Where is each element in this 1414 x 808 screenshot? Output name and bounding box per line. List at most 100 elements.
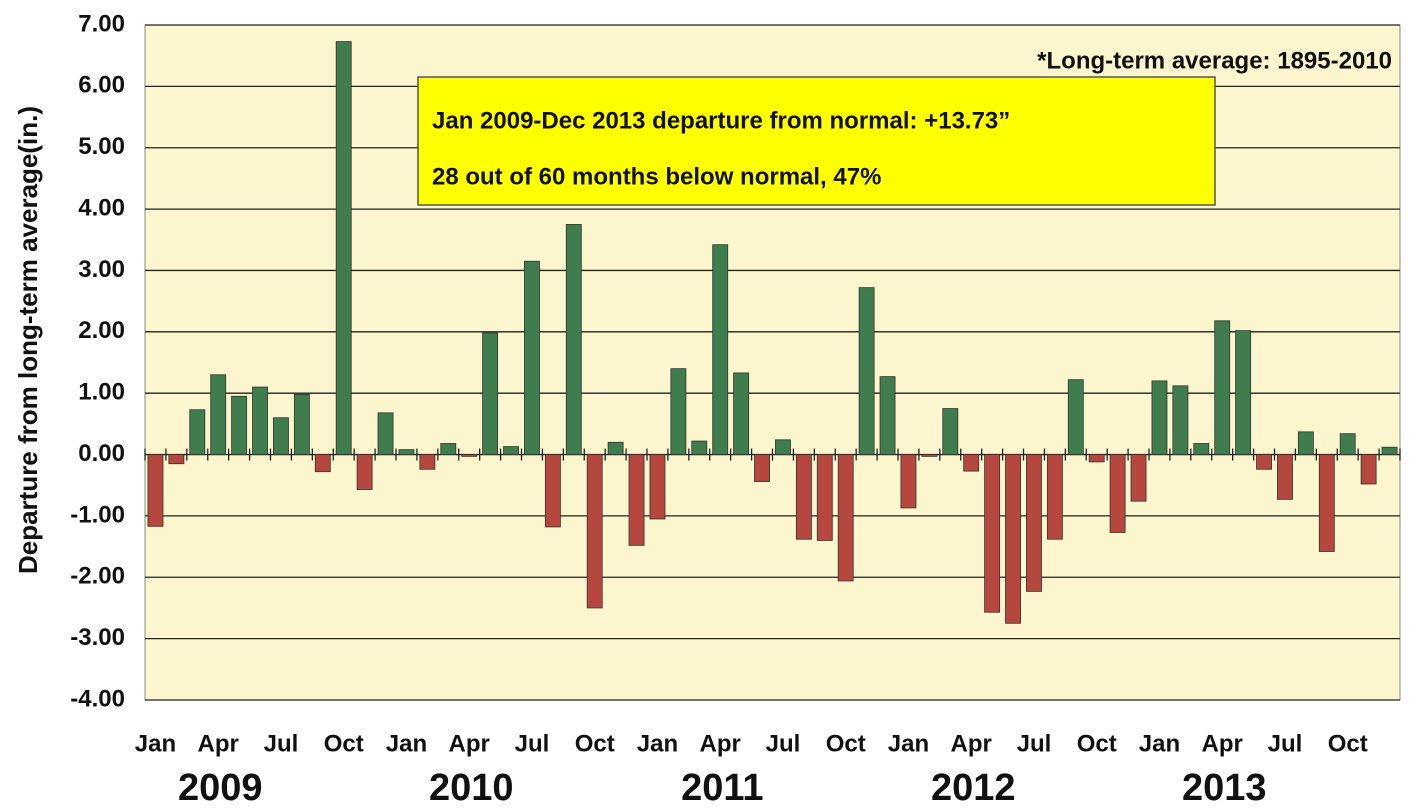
y-tick-label: -4.00: [70, 685, 125, 712]
bar: [1318, 454, 1335, 552]
y-tick-label: 5.00: [78, 133, 125, 160]
bar: [1256, 454, 1272, 470]
bar: [335, 41, 352, 455]
bar: [503, 446, 519, 455]
bar: [1172, 385, 1189, 455]
bar: [984, 454, 1001, 613]
bar: [628, 454, 645, 546]
bar: [586, 454, 603, 609]
bar: [1026, 454, 1042, 592]
x-tick-label: Oct: [1328, 730, 1368, 757]
bar: [482, 332, 499, 455]
bar: [754, 454, 770, 482]
bar: [1109, 454, 1126, 533]
x-tick-label: Jul: [515, 730, 550, 757]
bar: [712, 244, 729, 455]
bar: [1005, 454, 1021, 624]
bar: [607, 441, 624, 455]
y-tick-label: -1.00: [70, 501, 125, 528]
group-label: 2012: [931, 767, 1016, 808]
x-tick-label: Jul: [264, 730, 299, 757]
bar: [231, 395, 248, 455]
bar: [210, 374, 227, 455]
x-tick-label: Apr: [951, 730, 992, 757]
y-tick-label: 3.00: [78, 256, 125, 283]
x-tick-label: Oct: [575, 730, 615, 757]
x-tick-label: Apr: [449, 730, 490, 757]
bar: [273, 417, 289, 455]
x-tick-label: Apr: [700, 730, 741, 757]
y-tick-label: 6.00: [78, 72, 125, 99]
bar: [524, 260, 540, 455]
bar: [147, 454, 164, 527]
bar: [1193, 443, 1210, 455]
y-tick-label: 7.00: [78, 10, 125, 37]
x-tick-label: Jan: [888, 730, 929, 757]
x-tick-label: Jul: [1017, 730, 1052, 757]
bar: [440, 443, 457, 455]
bar: [1130, 454, 1147, 502]
y-tick-label: 2.00: [78, 317, 125, 344]
group-label: 2011: [681, 767, 763, 808]
x-tick-label: Apr: [1202, 730, 1243, 757]
x-tick-label: Oct: [1077, 730, 1117, 757]
bar: [314, 454, 331, 473]
x-tick-label: Jul: [766, 730, 801, 757]
x-tick-label: Jan: [637, 730, 678, 757]
annotation: Jan 2009-Dec 2013 departure from normal:…: [432, 107, 1010, 134]
bar: [795, 454, 812, 540]
bar: [921, 454, 938, 457]
annotation: 28 out of 60 months below normal, 47%: [432, 163, 881, 190]
group-label: 2013: [1182, 767, 1267, 808]
bar: [1381, 446, 1398, 455]
bar: [900, 454, 917, 509]
bar: [733, 372, 750, 455]
bar: [691, 440, 708, 455]
y-tick-label: -3.00: [70, 624, 125, 651]
x-tick-label: Oct: [826, 730, 866, 757]
annotation: *Long-term average: 1895-2010: [1037, 47, 1392, 74]
bar: [816, 454, 833, 541]
y-axis-label: Departure from long-term average(in.): [13, 106, 43, 574]
bar: [858, 287, 875, 455]
x-tick-label: Oct: [324, 730, 364, 757]
bar: [775, 439, 791, 455]
bar: [1297, 431, 1314, 455]
annotation-box: [417, 76, 1216, 206]
bar: [398, 449, 415, 455]
bar: [963, 454, 980, 472]
y-tick-label: -2.00: [70, 563, 125, 590]
bar: [1235, 330, 1252, 455]
bar: [942, 408, 959, 455]
group-label: 2009: [178, 767, 263, 808]
bar: [1277, 454, 1293, 500]
y-tick-label: 4.00: [78, 194, 125, 221]
bar: [1067, 379, 1084, 455]
x-tick-label: Jan: [386, 730, 427, 757]
x-tick-label: Jul: [1268, 730, 1303, 757]
bar: [670, 368, 687, 455]
bar: [1214, 320, 1231, 455]
bar: [879, 376, 896, 455]
bar: [1360, 454, 1377, 485]
bar: [168, 454, 185, 465]
bar: [419, 454, 436, 470]
bar: [1339, 433, 1356, 455]
bar: [377, 412, 394, 455]
bar: [461, 454, 478, 457]
bar: [1046, 454, 1063, 540]
x-tick-label: Jan: [135, 730, 176, 757]
bar: [649, 454, 666, 520]
bar: [293, 394, 310, 455]
x-tick-label: Jan: [1139, 730, 1180, 757]
bar: [565, 224, 582, 455]
bar: [544, 454, 561, 528]
bar: [837, 454, 854, 582]
bar: [189, 409, 206, 455]
bar: [1088, 454, 1105, 463]
bar: [252, 386, 268, 455]
bar: [356, 454, 373, 490]
y-tick-label: 0.00: [78, 440, 125, 467]
